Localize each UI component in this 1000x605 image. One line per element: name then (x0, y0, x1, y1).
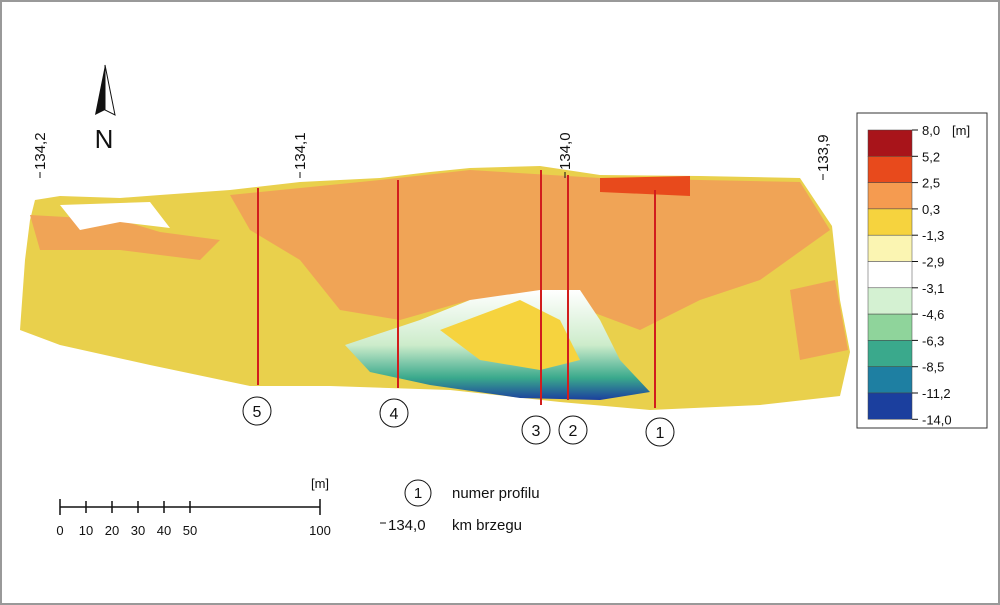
km-label: 134,1 (292, 132, 309, 170)
key-circle (404, 479, 432, 507)
scale-unit: [m] (311, 476, 329, 491)
north-label: N (95, 124, 114, 154)
scale-label: 50 (183, 523, 197, 538)
legend-swatch (867, 366, 913, 394)
profile-label: 1 (656, 425, 665, 442)
legend-swatch (867, 182, 913, 210)
profile-label: 5 (253, 404, 262, 421)
legend-swatch (867, 234, 913, 262)
km-label: 134,0 (557, 132, 574, 170)
legend-label: -1,3 (922, 228, 944, 243)
legend-swatch (867, 261, 913, 289)
north-arrow: N (95, 64, 116, 154)
km-labels: 134,2 134,1 134,0 133,9 (32, 132, 832, 180)
legend-swatch (867, 340, 913, 367)
legend-unit: [m] (952, 123, 970, 138)
legend-label: -3,1 (922, 281, 944, 296)
legend-label: -14,0 (922, 412, 952, 427)
legend-label: 2,5 (922, 176, 940, 191)
profile-markers: 5 4 3 2 1 (242, 396, 675, 447)
legend-label: -11,2 (922, 386, 951, 401)
scale-label: 10 (79, 523, 93, 538)
key-km-symbol: 134,0 (388, 517, 426, 534)
legend-label: -2,9 (922, 255, 944, 270)
km-label: 133,9 (815, 134, 832, 172)
profile-circle (558, 415, 588, 445)
scale-label: 40 (157, 523, 171, 538)
key: 1 numer profilu 134,0 km brzegu (380, 479, 540, 534)
scale-label: 20 (105, 523, 119, 538)
legend-swatch (867, 208, 913, 236)
scale-label: 0 (56, 523, 63, 538)
legend-label: 8,0 (922, 123, 940, 138)
legend-swatch (867, 129, 913, 157)
legend-swatch (867, 287, 913, 315)
legend-label: 5,2 (922, 149, 940, 164)
profile-circle (521, 415, 551, 445)
legend-swatch (867, 392, 913, 420)
legend-label: -4,6 (922, 307, 944, 322)
legend-label: -6,3 (922, 333, 944, 348)
profile-circle (645, 417, 675, 447)
legend-label: -8,5 (922, 360, 944, 375)
km-label: 134,2 (32, 132, 49, 170)
key-km-text: km brzegu (452, 517, 522, 534)
key-profile-text: numer profilu (452, 485, 540, 502)
profile-label: 3 (532, 423, 541, 440)
color-legend: 8,0 5,2 2,5 0,3 -1,3 -2,9 -3,1 -4,6 -6,3 -8,5 -11,… (867, 123, 970, 427)
legend-swatch (867, 156, 913, 183)
terrain (20, 166, 850, 410)
scale-label: 100 (309, 523, 331, 538)
profile-circle (379, 398, 409, 428)
key-profile-symbol: 1 (414, 485, 422, 502)
legend-swatch (867, 313, 913, 341)
profile-circle (242, 396, 272, 426)
scale-bar: 0 10 20 30 40 50 100 [m] (56, 476, 330, 538)
profile-label: 4 (390, 406, 399, 423)
profile-lines (257, 170, 656, 408)
scale-label: 30 (131, 523, 145, 538)
profile-label: 2 (569, 423, 578, 440)
legend-label: 0,3 (922, 202, 940, 217)
